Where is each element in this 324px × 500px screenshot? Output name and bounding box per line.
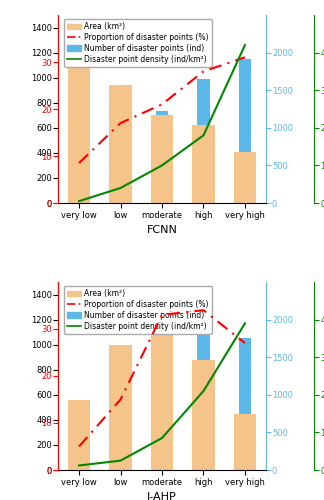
Bar [151, 324, 173, 470]
Bar [114, 419, 127, 470]
Bar [192, 126, 215, 203]
Bar [234, 152, 256, 203]
Bar [73, 452, 85, 470]
Bar [234, 414, 256, 470]
Bar [239, 58, 251, 203]
Bar [192, 360, 215, 470]
Bar [68, 30, 90, 203]
Bar [109, 344, 132, 470]
Bar [156, 112, 168, 203]
Legend: Area (km²), Proportion of disaster points (%), Number of disaster points (ind), : Area (km²), Proportion of disaster point… [64, 286, 212, 334]
Bar [197, 79, 210, 203]
Bar [156, 358, 168, 470]
Bar [68, 400, 90, 470]
Bar [109, 85, 132, 203]
Bar [114, 128, 127, 203]
Bar [151, 116, 173, 203]
Bar [239, 338, 251, 470]
X-axis label: I-AHP: I-AHP [147, 492, 177, 500]
Bar [197, 315, 210, 470]
X-axis label: FCNN: FCNN [146, 225, 178, 235]
Legend: Area (km²), Proportion of disaster points (%), Number of disaster points (ind), : Area (km²), Proportion of disaster point… [64, 19, 212, 66]
Bar [73, 168, 85, 203]
